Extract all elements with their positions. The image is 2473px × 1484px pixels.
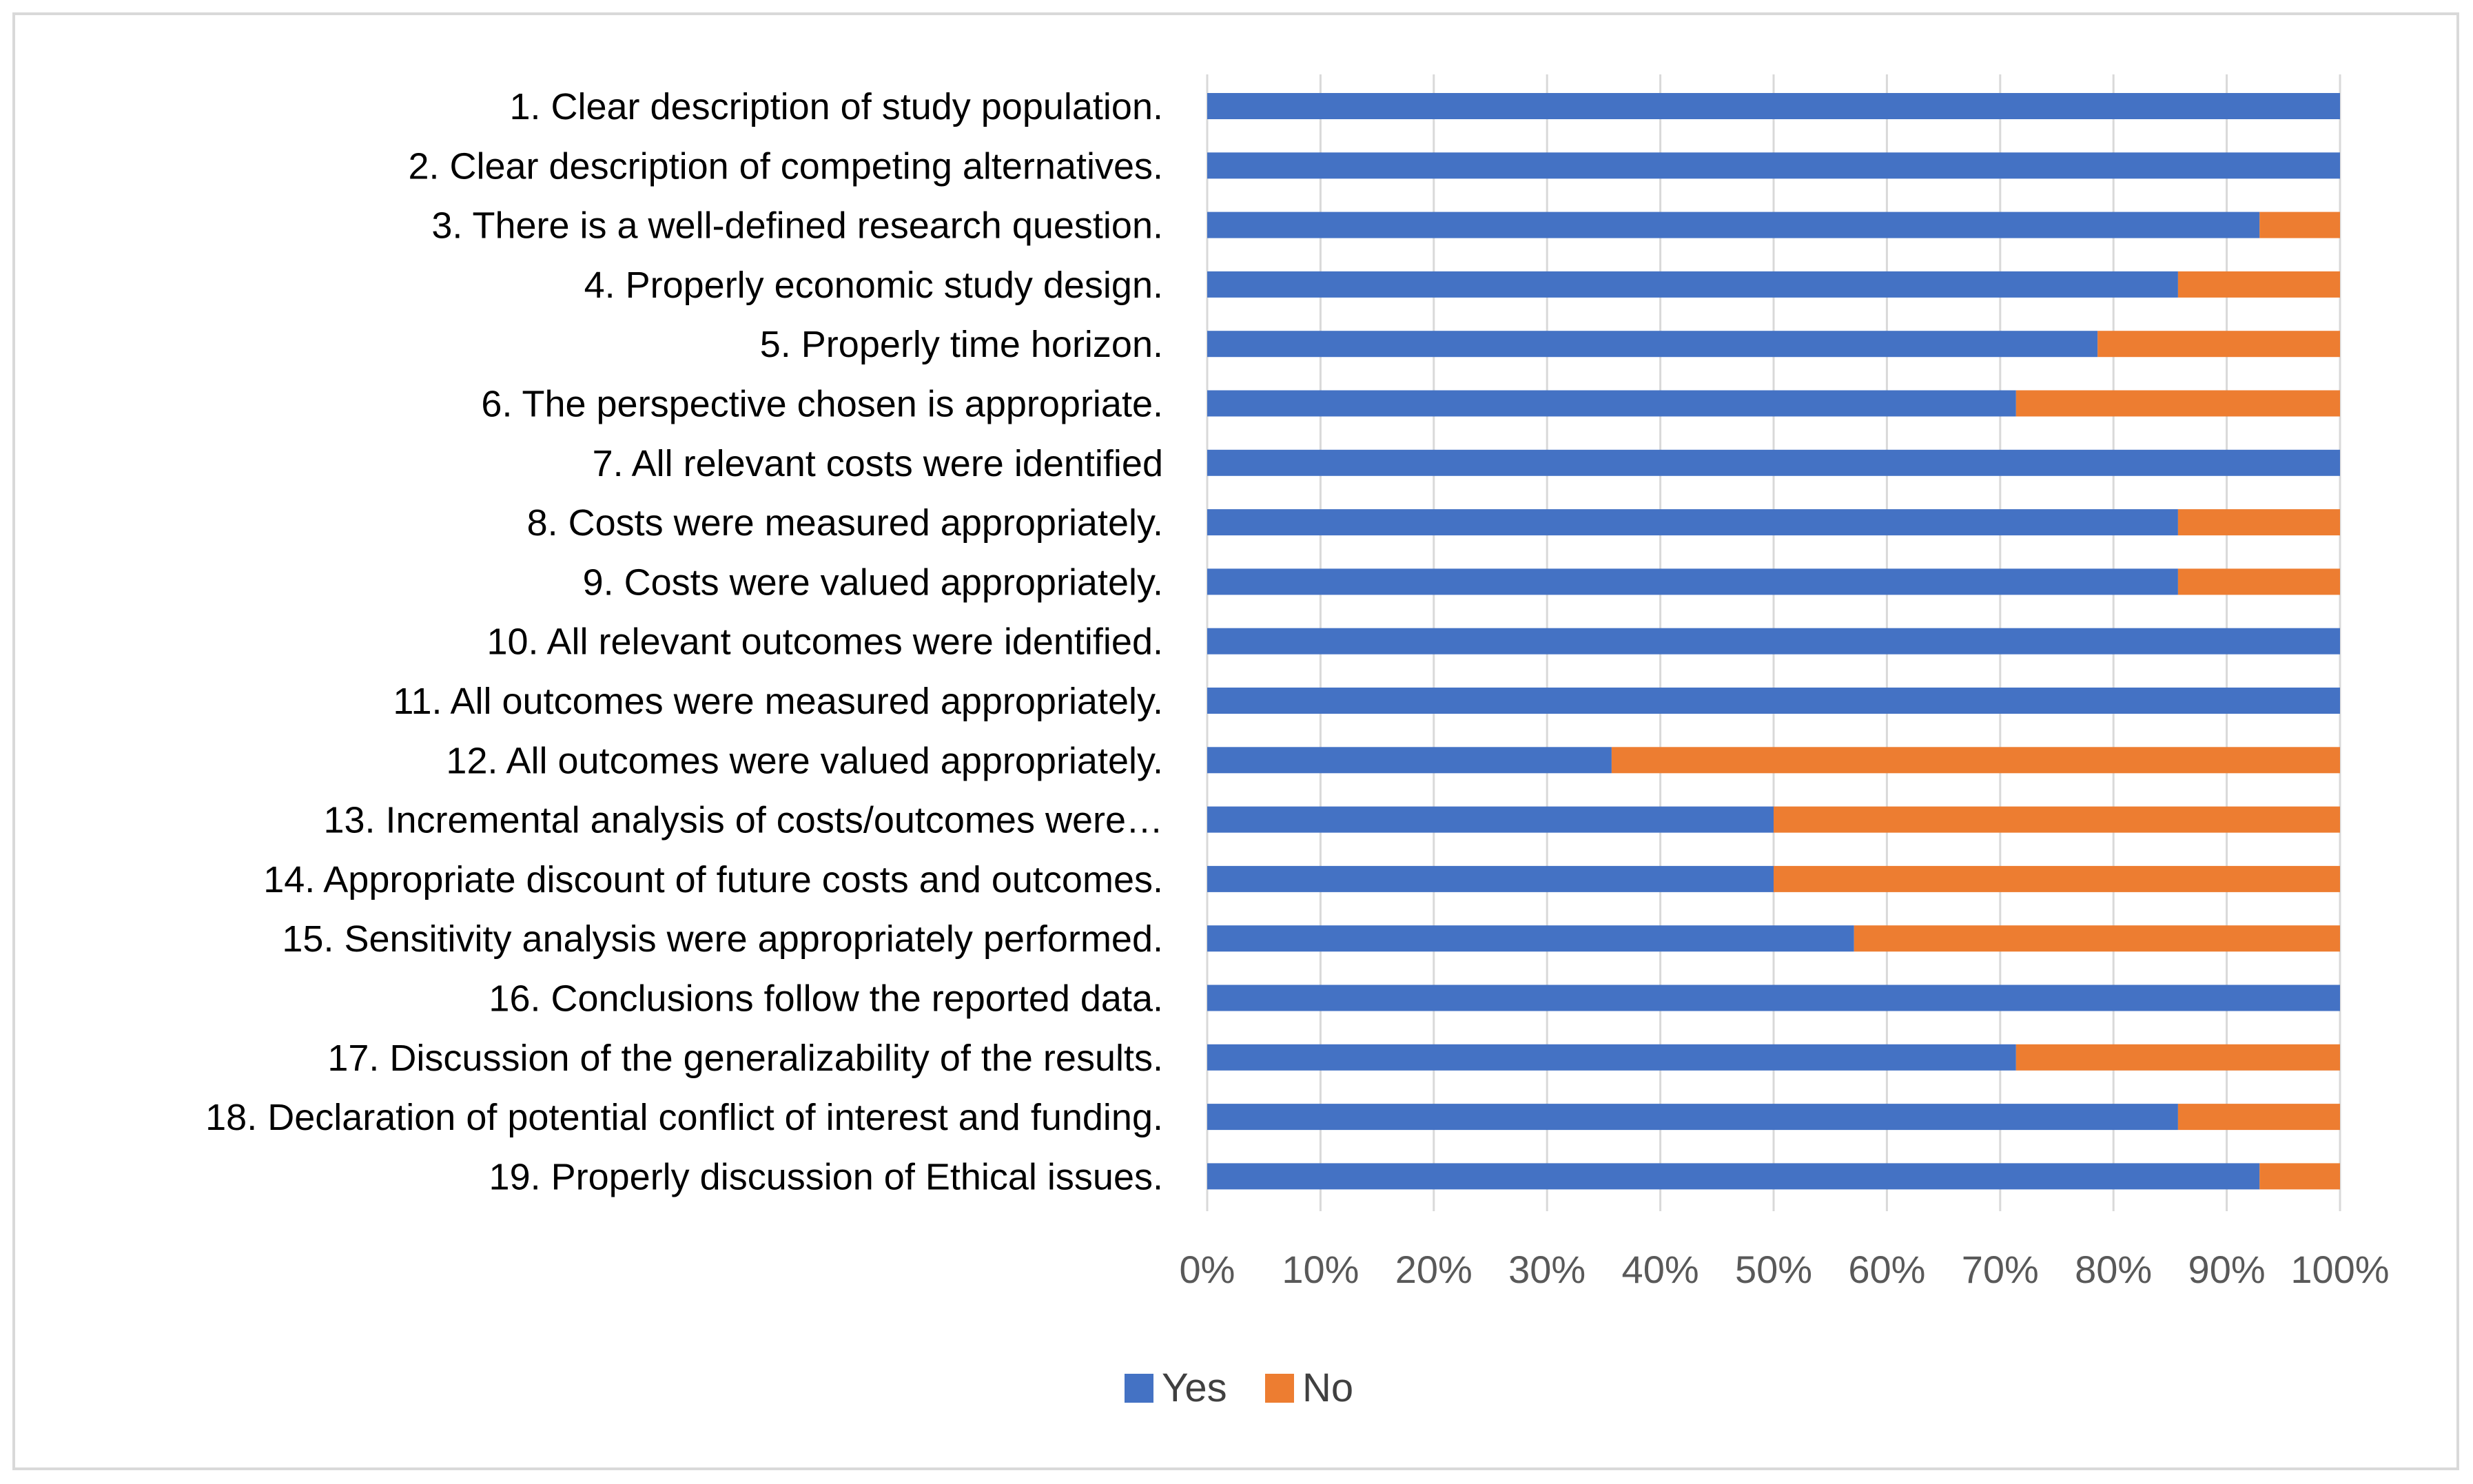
category-label: 5. Properly time horizon.: [760, 324, 1163, 365]
category-label: 13. Incremental analysis of costs/outcom…: [323, 800, 1163, 841]
bar-yes-5: [1207, 331, 2098, 358]
category-label: 4. Properly economic study design.: [584, 265, 1163, 306]
bar-no-6: [2015, 390, 2340, 417]
bars: [1207, 93, 2340, 1190]
category-label: 2. Clear description of competing altern…: [408, 145, 1163, 187]
bar-yes-15: [1207, 925, 1854, 952]
x-tick-label: 60%: [1848, 1248, 1925, 1291]
bar-yes-18: [1207, 1104, 2178, 1131]
category-label: 12. All outcomes were valued appropriate…: [446, 740, 1163, 781]
category-labels: 1. Clear description of study population…: [205, 86, 1163, 1197]
legend-swatch-no: [1265, 1374, 1294, 1403]
bar-no-14: [1774, 865, 2340, 892]
bar-yes-12: [1207, 747, 1612, 774]
bar-no-17: [2015, 1044, 2340, 1071]
bar-no-15: [1854, 925, 2340, 952]
bar-no-9: [2177, 568, 2340, 595]
bar-yes-1: [1207, 93, 2340, 119]
x-axis-ticks: 0% 10% 20% 30% 40% 50% 60% 70% 80% 90% 100%: [1180, 1248, 2390, 1291]
category-label: 7. All relevant costs were identified: [593, 443, 1163, 484]
category-label: 10. All relevant outcomes were identifie…: [486, 621, 1163, 663]
bar-yes-3: [1207, 212, 2260, 238]
bar-no-13: [1774, 806, 2340, 833]
category-label: 9. Costs were valued appropriately.: [583, 561, 1163, 603]
bar-yes-16: [1207, 985, 2340, 1011]
bar-no-19: [2259, 1163, 2340, 1190]
x-tick-label: 20%: [1395, 1248, 1472, 1291]
category-label: 15. Sensitivity analysis were appropriat…: [282, 918, 1163, 960]
bar-yes-10: [1207, 628, 2340, 655]
category-label: 18. Declaration of potential conflict of…: [205, 1097, 1163, 1138]
x-tick-label: 0%: [1180, 1248, 1235, 1291]
bar-yes-7: [1207, 449, 2340, 476]
bar-yes-14: [1207, 865, 1774, 892]
category-label: 3. There is a well-defined research ques…: [431, 205, 1163, 247]
chart-frame: [12, 12, 2459, 1470]
bar-yes-2: [1207, 152, 2340, 179]
category-label: 14. Appropriate discount of future costs…: [263, 859, 1163, 900]
legend-swatch-yes: [1125, 1374, 1153, 1403]
bar-yes-19: [1207, 1163, 2260, 1190]
x-tick-label: 80%: [2075, 1248, 2152, 1291]
x-tick-label: 50%: [1735, 1248, 1812, 1291]
x-tick-label: 10%: [1282, 1248, 1359, 1291]
bar-no-5: [2097, 331, 2340, 358]
bar-no-4: [2177, 271, 2340, 298]
x-tick-label: 40%: [1622, 1248, 1699, 1291]
category-label: 1. Clear description of study population…: [509, 86, 1163, 127]
bar-yes-11: [1207, 688, 2340, 714]
bar-no-18: [2177, 1104, 2340, 1131]
bar-yes-4: [1207, 271, 2178, 298]
bar-yes-9: [1207, 568, 2178, 595]
bar-yes-17: [1207, 1044, 2016, 1071]
category-label: 8. Costs were measured appropriately.: [527, 502, 1163, 544]
bar-yes-8: [1207, 509, 2178, 536]
category-label: 19. Properly discussion of Ethical issue…: [489, 1156, 1163, 1197]
category-label: 6. The perspective chosen is appropriate…: [481, 384, 1163, 425]
category-label: 17. Discussion of the generalizability o…: [327, 1038, 1163, 1079]
bar-yes-6: [1207, 390, 2016, 417]
x-tick-label: 100%: [2290, 1248, 2389, 1291]
bar-yes-13: [1207, 806, 1774, 833]
legend-label-no: No: [1302, 1366, 1353, 1410]
category-label: 11. All outcomes were measured appropria…: [393, 681, 1163, 722]
x-tick-label: 90%: [2188, 1248, 2266, 1291]
bar-no-3: [2259, 212, 2340, 238]
legend-label-yes: Yes: [1162, 1366, 1227, 1410]
x-tick-label: 70%: [1962, 1248, 2039, 1291]
bar-no-8: [2177, 509, 2340, 536]
bar-no-12: [1611, 747, 2340, 774]
category-label: 16. Conclusions follow the reported data…: [489, 978, 1163, 1020]
legend: Yes No: [1125, 1366, 1353, 1410]
x-tick-label: 30%: [1508, 1248, 1586, 1291]
